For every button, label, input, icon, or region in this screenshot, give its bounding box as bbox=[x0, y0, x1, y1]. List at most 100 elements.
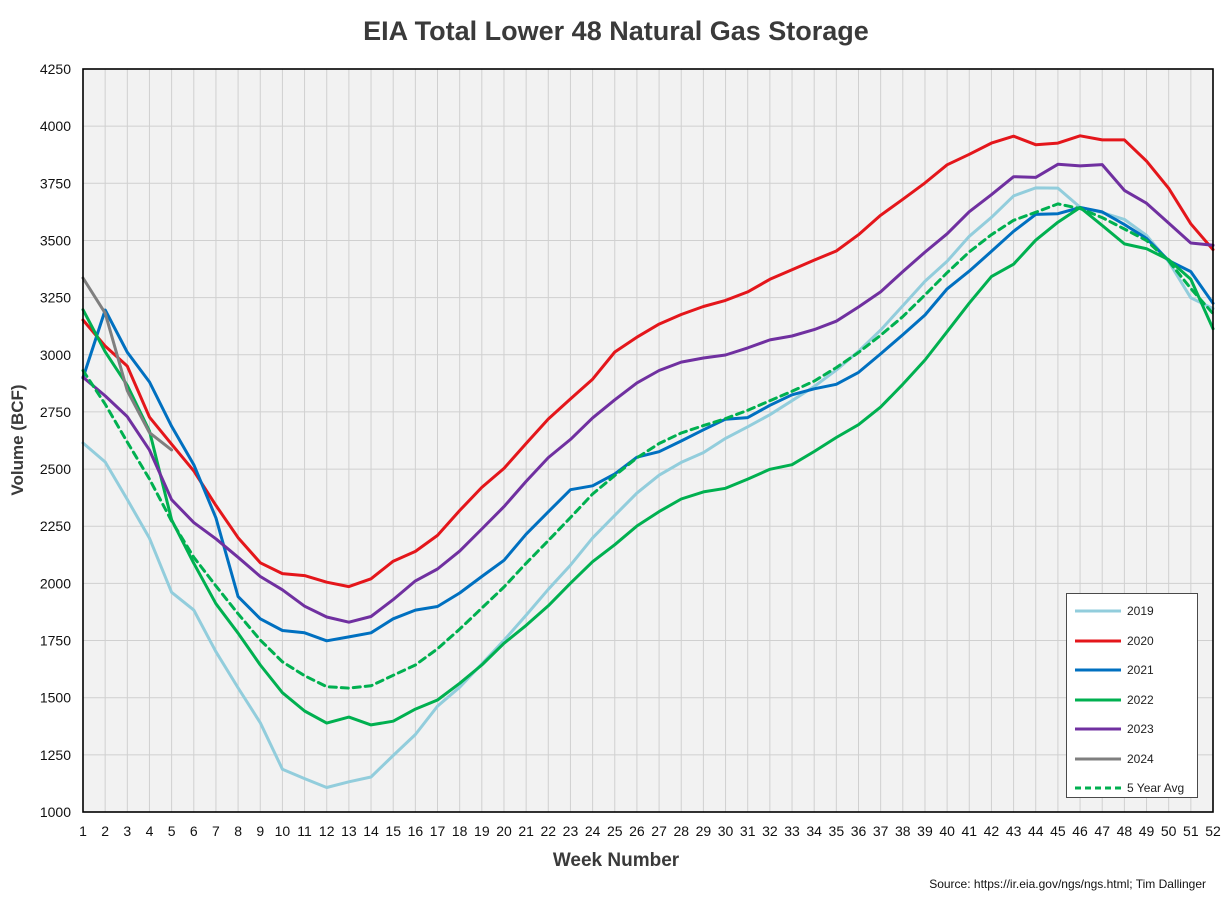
legend-item: 5 Year Avg bbox=[1067, 779, 1197, 799]
series-line-2023 bbox=[81, 162, 1215, 624]
legend-swatch bbox=[1075, 609, 1121, 613]
x-tick-label: 47 bbox=[1094, 823, 1110, 839]
x-tick-label: 37 bbox=[873, 823, 889, 839]
y-tick-label: 2750 bbox=[40, 404, 71, 420]
x-tick-label: 7 bbox=[212, 823, 220, 839]
legend-label: 2020 bbox=[1127, 633, 1154, 648]
x-tick-label: 38 bbox=[895, 823, 911, 839]
legend-item: 2024 bbox=[1067, 750, 1197, 770]
x-tick-label: 20 bbox=[496, 823, 512, 839]
x-tick-label: 14 bbox=[363, 823, 379, 839]
x-axis-label: Week Number bbox=[552, 850, 680, 871]
series-lines bbox=[81, 134, 1215, 789]
x-axis-ticks: 1 2 3 4 5 6 7 8 9 10 11 12 13 14 15 16 17 18 19 20 21 22 23 24 2… bbox=[79, 823, 1221, 839]
y-tick-label: 2500 bbox=[40, 461, 71, 477]
series-line-2019 bbox=[81, 186, 1215, 789]
x-tick-label: 23 bbox=[563, 823, 579, 839]
x-tick-label: 26 bbox=[629, 823, 645, 839]
legend-label: 2021 bbox=[1127, 663, 1154, 677]
x-tick-label: 9 bbox=[256, 823, 264, 839]
x-tick-label: 15 bbox=[385, 823, 401, 839]
legend-item: 2022 bbox=[1067, 691, 1197, 711]
y-tick-label: 1750 bbox=[40, 633, 71, 649]
grid-lines bbox=[82, 68, 1214, 813]
x-tick-label: 39 bbox=[917, 823, 933, 839]
series-line-5-year-avg bbox=[81, 202, 1215, 690]
y-tick-label: 3250 bbox=[40, 290, 71, 306]
x-tick-label: 41 bbox=[961, 823, 977, 839]
x-tick-label: 35 bbox=[829, 823, 845, 839]
x-tick-label: 46 bbox=[1072, 823, 1088, 839]
x-tick-label: 44 bbox=[1028, 823, 1044, 839]
x-tick-label: 31 bbox=[740, 823, 756, 839]
x-tick-label: 10 bbox=[275, 823, 291, 839]
series-line-2020 bbox=[81, 134, 1215, 589]
legend-swatch bbox=[1075, 668, 1121, 672]
x-tick-label: 45 bbox=[1050, 823, 1066, 839]
x-tick-label: 36 bbox=[851, 823, 867, 839]
x-tick-label: 49 bbox=[1139, 823, 1155, 839]
x-tick-label: 22 bbox=[541, 823, 557, 839]
y-tick-label: 3750 bbox=[40, 175, 71, 191]
plot-border bbox=[82, 68, 1214, 813]
legend-item: 2023 bbox=[1067, 720, 1197, 740]
x-tick-label: 42 bbox=[984, 823, 1000, 839]
x-tick-label: 28 bbox=[673, 823, 689, 839]
y-tick-label: 3500 bbox=[40, 232, 71, 248]
y-axis-label: Volume (BCF) bbox=[8, 384, 27, 496]
legend-label: 2022 bbox=[1127, 692, 1154, 707]
x-tick-label: 8 bbox=[234, 823, 242, 839]
x-tick-label: 12 bbox=[319, 823, 335, 839]
x-tick-label: 18 bbox=[452, 823, 468, 839]
x-tick-label: 43 bbox=[1006, 823, 1022, 839]
legend-label: 2024 bbox=[1127, 751, 1154, 766]
x-tick-label: 21 bbox=[518, 823, 534, 839]
y-tick-label: 2000 bbox=[40, 575, 71, 591]
legend: 2019 2020 2021 2022 2023 2024 5 Year Avg bbox=[1066, 593, 1198, 798]
y-tick-label: 1500 bbox=[40, 690, 71, 706]
x-tick-label: 19 bbox=[474, 823, 490, 839]
x-tick-label: 52 bbox=[1205, 823, 1221, 839]
y-tick-label: 2250 bbox=[40, 518, 71, 534]
legend-swatch bbox=[1075, 757, 1121, 760]
y-tick-label: 1250 bbox=[40, 747, 71, 763]
legend-swatch bbox=[1075, 727, 1121, 731]
x-tick-label: 6 bbox=[190, 823, 198, 839]
x-tick-label: 2 bbox=[101, 823, 109, 839]
legend-swatch bbox=[1075, 786, 1121, 790]
x-tick-label: 24 bbox=[585, 823, 601, 839]
x-tick-label: 11 bbox=[297, 823, 312, 839]
legend-label: 5 Year Avg bbox=[1127, 781, 1185, 795]
x-tick-label: 29 bbox=[696, 823, 712, 839]
source-note: Source: https://ir.eia.gov/ngs/ngs.html;… bbox=[929, 877, 1206, 891]
x-tick-label: 25 bbox=[607, 823, 623, 839]
legend-label: 2019 bbox=[1127, 604, 1154, 618]
x-tick-label: 13 bbox=[341, 823, 357, 839]
y-tick-label: 1000 bbox=[40, 804, 71, 820]
x-tick-label: 27 bbox=[651, 823, 667, 839]
plot-background bbox=[83, 69, 1213, 812]
legend-item: 2020 bbox=[1067, 632, 1197, 652]
y-axis-ticks: 1000 1250 1500 1750 2000 2250 2500 2750 3000 3250… bbox=[40, 61, 71, 820]
x-tick-label: 32 bbox=[762, 823, 778, 839]
legend-swatch bbox=[1075, 639, 1121, 642]
series-line-2022 bbox=[81, 206, 1215, 727]
legend-item: 2021 bbox=[1067, 661, 1197, 681]
y-tick-label: 4250 bbox=[40, 61, 71, 77]
x-tick-label: 3 bbox=[123, 823, 131, 839]
chart-title: EIA Total Lower 48 Natural Gas Storage bbox=[363, 16, 869, 46]
x-tick-label: 1 bbox=[79, 823, 87, 839]
x-tick-label: 50 bbox=[1161, 823, 1177, 839]
legend-swatch bbox=[1075, 698, 1121, 701]
x-tick-label: 34 bbox=[806, 823, 822, 839]
x-tick-label: 40 bbox=[939, 823, 955, 839]
x-tick-label: 33 bbox=[784, 823, 800, 839]
x-tick-label: 48 bbox=[1117, 823, 1133, 839]
y-tick-label: 4000 bbox=[40, 118, 71, 134]
series-line-2021 bbox=[81, 206, 1215, 643]
y-tick-label: 3000 bbox=[40, 347, 71, 363]
series-line-2024 bbox=[81, 276, 174, 452]
x-tick-label: 4 bbox=[146, 823, 154, 839]
x-tick-label: 30 bbox=[718, 823, 734, 839]
